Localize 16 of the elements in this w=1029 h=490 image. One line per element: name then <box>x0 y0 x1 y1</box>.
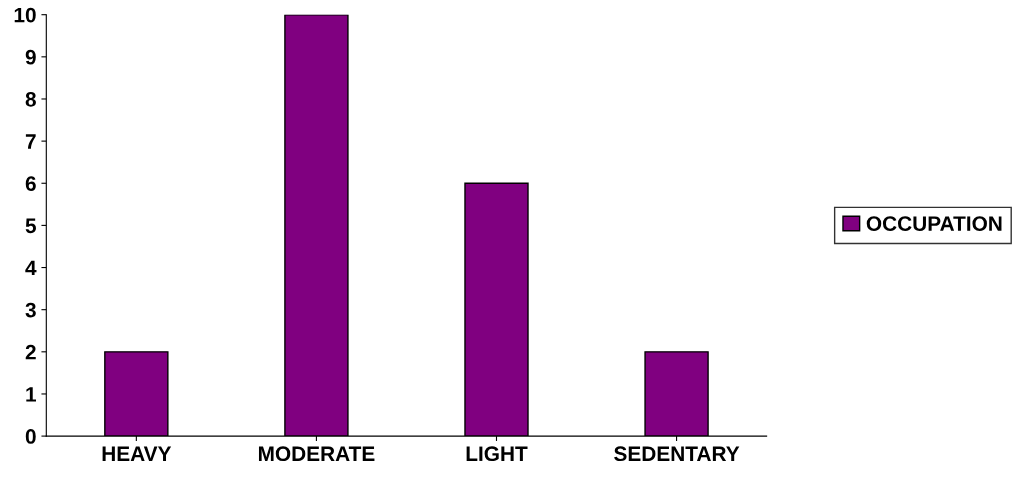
legend-label: OCCUPATION <box>866 216 1002 231</box>
y-tick-label: 2 <box>25 344 36 360</box>
y-tick-label: 5 <box>25 218 36 234</box>
y-tick-label: 1 <box>26 387 36 402</box>
y-tick-label: 10 <box>14 7 36 23</box>
y-tick-label: 3 <box>25 302 36 318</box>
x-tick-label: SEDENTARY <box>614 446 740 462</box>
y-tick-label: 7 <box>25 134 36 149</box>
y-tick-label: 4 <box>25 260 37 276</box>
y-tick-label: 9 <box>25 49 36 65</box>
y-tick-label: 8 <box>25 91 36 107</box>
y-tick-label: 6 <box>25 176 36 192</box>
x-tick-label: LIGHT <box>466 446 528 462</box>
y-tick-label: 0 <box>25 429 36 444</box>
x-tick-label: HEAVY <box>102 446 172 461</box>
x-tick-label: MODERATE <box>258 446 375 462</box>
